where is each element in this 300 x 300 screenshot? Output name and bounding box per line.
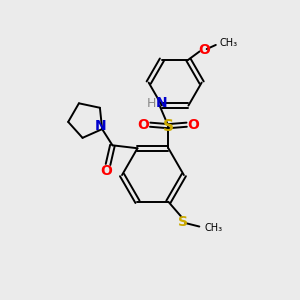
Text: O: O	[198, 43, 210, 57]
Text: CH₃: CH₃	[219, 38, 238, 48]
Text: S: S	[163, 119, 174, 134]
Text: N: N	[95, 118, 106, 133]
Text: S: S	[178, 215, 188, 230]
Text: N: N	[156, 96, 168, 110]
Text: CH₃: CH₃	[205, 223, 223, 233]
Text: O: O	[187, 118, 199, 132]
Text: O: O	[138, 118, 150, 132]
Text: O: O	[100, 164, 112, 178]
Text: H: H	[147, 97, 156, 110]
